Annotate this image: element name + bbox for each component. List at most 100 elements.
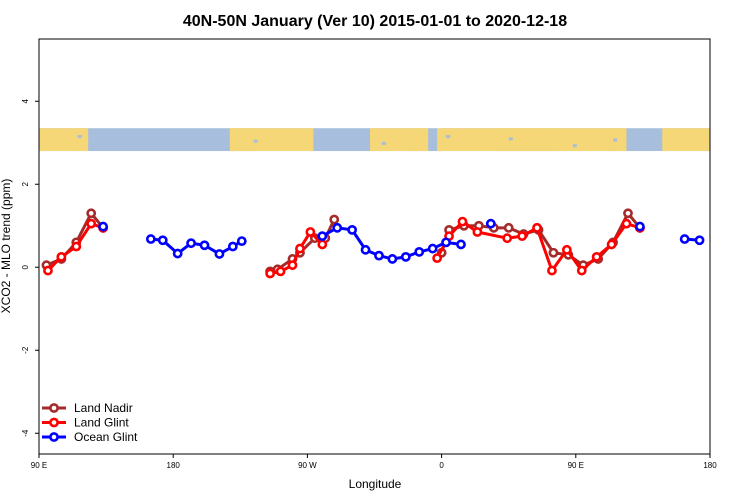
series-land-glint	[43, 216, 645, 279]
legend-marker	[49, 432, 59, 442]
data-point	[157, 235, 168, 246]
data-point	[591, 251, 602, 262]
x-tick-label: 180	[703, 461, 717, 470]
data-point	[295, 243, 305, 254]
map-water-detail	[446, 135, 451, 139]
map-land	[39, 128, 81, 152]
data-point	[548, 247, 559, 258]
data-point	[576, 265, 587, 276]
x-axis-label: Longitude	[349, 477, 402, 491]
data-point	[456, 239, 466, 250]
data-point	[227, 241, 238, 252]
data-point	[472, 227, 483, 237]
data-point	[265, 268, 276, 279]
data-point	[43, 265, 53, 276]
data-point	[329, 214, 340, 225]
data-point	[186, 238, 196, 249]
x-axis: 90 E 180 90 W 0 90 E 180	[31, 454, 717, 470]
data-point	[694, 235, 705, 246]
data-point	[547, 265, 557, 276]
legend-label: Land Glint	[74, 416, 129, 430]
legend-label: Ocean Glint	[74, 430, 138, 444]
data-point	[623, 208, 633, 219]
data-point	[347, 224, 358, 235]
map-land	[77, 128, 89, 152]
map-water-detail	[88, 144, 93, 148]
map-land	[545, 128, 617, 152]
y-axis: -4 -2 0 2 4	[21, 98, 39, 437]
data-point	[374, 250, 384, 261]
data-point	[86, 208, 97, 219]
y-tick-label: -2	[21, 346, 30, 354]
data-point	[317, 239, 328, 250]
data-point	[360, 244, 371, 255]
data-point	[387, 254, 398, 264]
x-tick-label: 90 E	[31, 461, 47, 470]
y-axis-label: XCO2 - MLO trend (ppm)	[0, 179, 13, 314]
data-point	[679, 234, 690, 244]
data-point	[56, 251, 67, 262]
series-layer	[41, 208, 705, 279]
map-water-detail	[352, 132, 357, 136]
map-land	[229, 128, 254, 152]
map-water-detail	[508, 137, 513, 141]
y-tick-label: 4	[21, 98, 30, 103]
legend-label: Land Nadir	[74, 401, 133, 415]
series-ocean-glint	[98, 218, 705, 264]
legend-marker	[49, 403, 59, 413]
map-water-detail	[253, 139, 258, 143]
data-point	[532, 222, 542, 233]
x-tick-label: 90 W	[298, 461, 317, 470]
data-point	[502, 233, 513, 244]
data-point	[427, 243, 438, 254]
map-water-detail	[572, 144, 577, 148]
data-point	[214, 249, 225, 259]
data-point	[621, 218, 632, 229]
world-map-strip	[39, 128, 710, 152]
y-tick-label: 2	[21, 181, 30, 186]
plot-frame	[38, 38, 711, 455]
data-point	[98, 221, 109, 232]
map-water-detail	[613, 138, 618, 142]
data-point	[503, 222, 514, 233]
data-point	[432, 253, 443, 264]
data-point	[71, 241, 82, 252]
map-land	[610, 128, 627, 152]
data-point	[485, 218, 496, 229]
data-point	[414, 246, 425, 257]
x-tick-label: 0	[439, 461, 444, 470]
chart-title: 40N-50N January (Ver 10) 2015-01-01 to 2…	[183, 13, 567, 30]
x-tick-label: 180	[167, 461, 181, 470]
data-point	[86, 218, 97, 229]
data-point	[332, 222, 343, 233]
map-land	[662, 128, 710, 152]
data-point	[236, 236, 247, 247]
map-land	[370, 128, 420, 152]
data-point	[606, 239, 617, 250]
data-point	[145, 234, 156, 244]
data-point	[199, 240, 210, 251]
map-water-detail	[77, 135, 82, 139]
data-point	[561, 244, 572, 255]
legend-marker	[49, 417, 59, 428]
y-tick-label: -4	[21, 429, 30, 437]
data-point	[305, 227, 316, 237]
data-point	[287, 260, 298, 271]
data-point	[317, 231, 328, 242]
data-point	[400, 251, 411, 262]
data-point	[275, 266, 286, 277]
data-point	[635, 221, 645, 232]
map-water-detail	[629, 132, 634, 136]
map-land	[498, 128, 546, 152]
data-point	[172, 248, 183, 259]
map-water-detail	[381, 141, 386, 145]
series-land-nadir	[41, 208, 645, 277]
data-point	[457, 216, 468, 227]
data-point	[517, 231, 528, 242]
map-land	[411, 128, 429, 152]
data-point	[441, 237, 451, 248]
x-tick-label: 90 E	[568, 461, 584, 470]
y-tick-label: 0	[21, 264, 30, 269]
